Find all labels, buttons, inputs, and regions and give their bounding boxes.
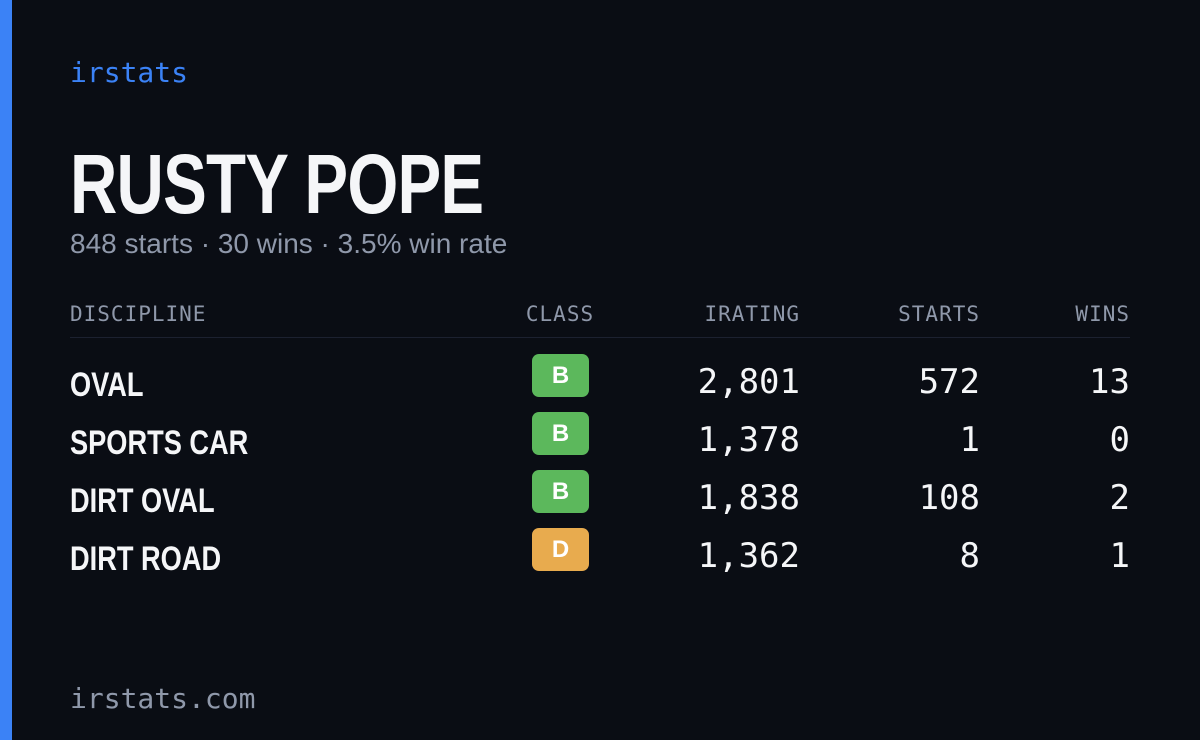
column-header: WINS [1075, 302, 1130, 326]
starts: 572 [918, 362, 980, 402]
class-badge: B [532, 354, 589, 397]
wins: 0 [1109, 420, 1130, 460]
driver-name: RUSTY POPE [70, 137, 484, 231]
starts: 1 [959, 420, 980, 460]
wins: 2 [1109, 478, 1130, 518]
header-rule [70, 337, 1130, 338]
brand: irstats [70, 56, 189, 89]
irating: 1,838 [697, 478, 800, 518]
driver-summary: 848 starts · 30 wins · 3.5% win rate [70, 228, 508, 259]
discipline: OVAL [70, 366, 144, 404]
column-header: IRATING [704, 302, 800, 326]
discipline: DIRT OVAL [70, 482, 215, 520]
wins: 13 [1089, 362, 1130, 402]
starts: 108 [918, 478, 980, 518]
discipline: SPORTS CAR [70, 424, 249, 462]
starts: 8 [959, 536, 980, 576]
column-header: DISCIPLINE [70, 302, 207, 326]
footer: irstats.com [70, 682, 256, 715]
irating: 2,801 [697, 362, 800, 402]
class-badge: B [532, 470, 589, 513]
class-badge: B [532, 412, 589, 455]
column-header: CLASS [525, 302, 595, 326]
wins: 1 [1109, 536, 1130, 576]
accent-strip [0, 0, 12, 740]
irating: 1,362 [697, 536, 800, 576]
irating: 1,378 [697, 420, 800, 460]
discipline: DIRT ROAD [70, 540, 222, 578]
column-header: STARTS [898, 302, 980, 326]
class-badge: D [532, 528, 589, 571]
